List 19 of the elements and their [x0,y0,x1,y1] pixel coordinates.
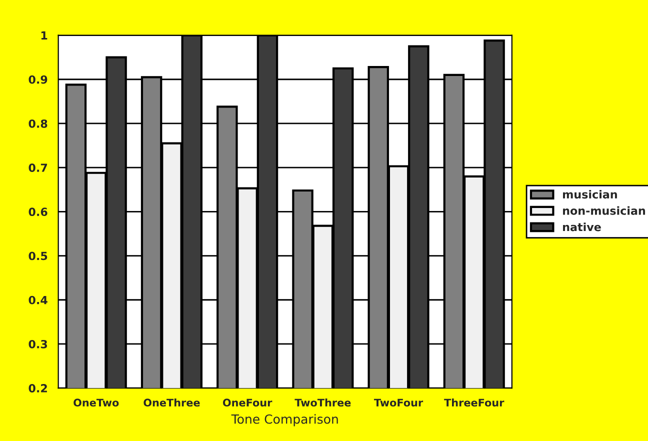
x-tick-label: TwoFour [374,398,424,407]
y-tick-label: 0.9 [28,75,48,84]
y-tick-label: 0.8 [28,119,48,128]
x-tick-label: OneTwo [74,398,119,407]
y-tick-label: 0.3 [28,340,48,348]
y-tick-label: 0.7 [28,164,48,172]
x-tick-label: ThreeFour [444,398,504,407]
y-tick-label: 0.2 [28,384,47,392]
y-tick-label: 0.5 [28,252,48,260]
x-tick-label: OneFour [222,398,272,407]
y-tick-label: 1 [41,31,48,40]
legend-label: musician [563,190,617,199]
x-axis-title: Tone Comparison [231,414,338,426]
x-tick-label: OneThree [144,398,200,407]
x-tick-label: TwoThree [294,398,351,407]
y-tick-label: 0.4 [28,296,48,304]
legend-label: non-musician [563,206,646,215]
y-tick-label: 0.6 [28,208,48,216]
legend-label: native [563,222,601,232]
